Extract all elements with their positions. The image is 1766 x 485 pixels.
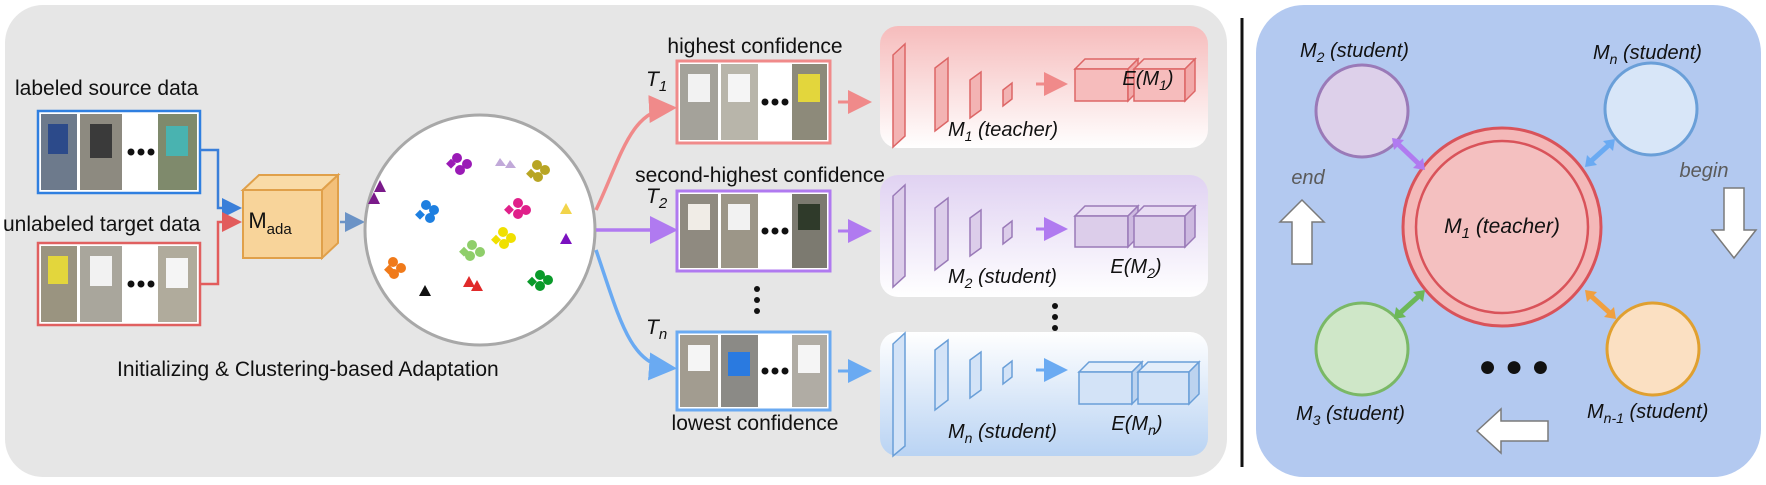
student-m2-embedding (1073, 204, 1197, 249)
m-ada-main: M (248, 208, 266, 233)
cluster-point-icon (462, 159, 472, 169)
clustering-caption: Initializing & Clustering-based Adaptati… (117, 358, 499, 381)
begin-label: begin (1680, 160, 1729, 182)
hollow-arrow-icon (1475, 407, 1549, 455)
branch-arrow-top (594, 95, 677, 211)
hollow-arrow-icon (1278, 198, 1326, 265)
teacher-circle-label: M1 (teacher) (1444, 215, 1560, 242)
double-arrow-icon (1392, 138, 1425, 170)
embedding-block-icon (1133, 215, 1186, 248)
bottom-image-strip (675, 330, 832, 412)
teacher-cnn (892, 42, 1013, 149)
mn-1-circle-label: Mn-1 (student) (1587, 401, 1708, 426)
student-mn-cnn (892, 331, 1013, 458)
student-circle-m3 (1314, 301, 1410, 397)
student-m2-cnn (892, 183, 1013, 289)
horizontal-ellipsis: ● ● ● (1478, 350, 1549, 383)
middle-image-strip (675, 189, 832, 273)
cluster-point-icon (452, 153, 462, 163)
cnn-block-icon (1002, 359, 1013, 386)
cnn-block-icon (969, 208, 982, 258)
student-circle-mn (1603, 61, 1699, 157)
svg-text:Mada: Mada (248, 208, 292, 238)
mn-student-label: Mn (student) (948, 421, 1057, 446)
target-image-strip (36, 241, 202, 327)
double-arrow-icon (1585, 290, 1616, 319)
cnn-block-icon (892, 183, 906, 289)
tier-label-middle: second-highest confidence (635, 164, 885, 187)
embedding-block-icon (1137, 371, 1190, 405)
cluster-points (368, 153, 572, 296)
e-m2-label: E(M2) (1110, 256, 1161, 281)
cnn-block-icon (934, 56, 949, 133)
m2-student-label: M2 (student) (948, 266, 1057, 291)
source-image-strip (36, 109, 202, 195)
m3-circle-label: M3 (student) (1296, 403, 1405, 428)
student-mn-embedding (1077, 360, 1201, 406)
t2-label: T2 (646, 185, 668, 212)
cluster-circle (363, 113, 597, 347)
m-ada-sub: ada (267, 221, 293, 238)
student-circle-m2 (1314, 63, 1410, 159)
cnn-block-icon (892, 42, 906, 149)
cnn-block-icon (1002, 81, 1013, 108)
teacher-embedding (1073, 57, 1197, 103)
source-data-label: labeled source data (15, 77, 199, 100)
cnn-block-icon (1002, 219, 1013, 246)
cnn-block-icon (934, 338, 949, 412)
teacher-circle: M1 (teacher) (1401, 126, 1603, 328)
e-mn-label: E(Mn) (1111, 413, 1162, 438)
source-connector (200, 148, 242, 218)
tier-label-bottom: lowest confidence (672, 412, 839, 435)
m2-circle-label: M2 (student) (1300, 40, 1409, 65)
m1-teacher-label: M1 (teacher) (948, 119, 1058, 144)
cnn-block-icon (934, 196, 949, 272)
m-ada-block: Mada (240, 172, 341, 261)
double-arrow-icon (1394, 290, 1425, 319)
top-image-strip (675, 59, 832, 145)
t1-label: T1 (646, 68, 667, 95)
end-label: end (1291, 167, 1325, 189)
double-arrow-icon (1585, 139, 1615, 167)
vertical-ellipsis-strips (754, 286, 760, 314)
embedding-block-icon (1078, 371, 1133, 405)
cluster-point-icon (455, 165, 465, 175)
embedding-block-icon (1074, 68, 1129, 102)
cnn-block-icon (892, 331, 906, 458)
tn-label: Tn (646, 316, 667, 343)
target-data-label: unlabeled target data (3, 213, 201, 236)
embedding-block-icon (1074, 215, 1129, 248)
hollow-arrow-icon (1710, 187, 1758, 260)
vertical-ellipsis-models (1052, 303, 1058, 331)
tier-label-top: highest confidence (667, 35, 842, 58)
e-m1-label: E(M1) (1122, 68, 1173, 93)
cnn-block-icon (969, 70, 982, 120)
student-circle-mn-1 (1605, 301, 1701, 397)
cnn-block-icon (969, 350, 982, 400)
target-connector (200, 212, 242, 286)
mn-circle-label: Mn (student) (1593, 42, 1702, 67)
branch-arrow-bottom (594, 249, 677, 381)
